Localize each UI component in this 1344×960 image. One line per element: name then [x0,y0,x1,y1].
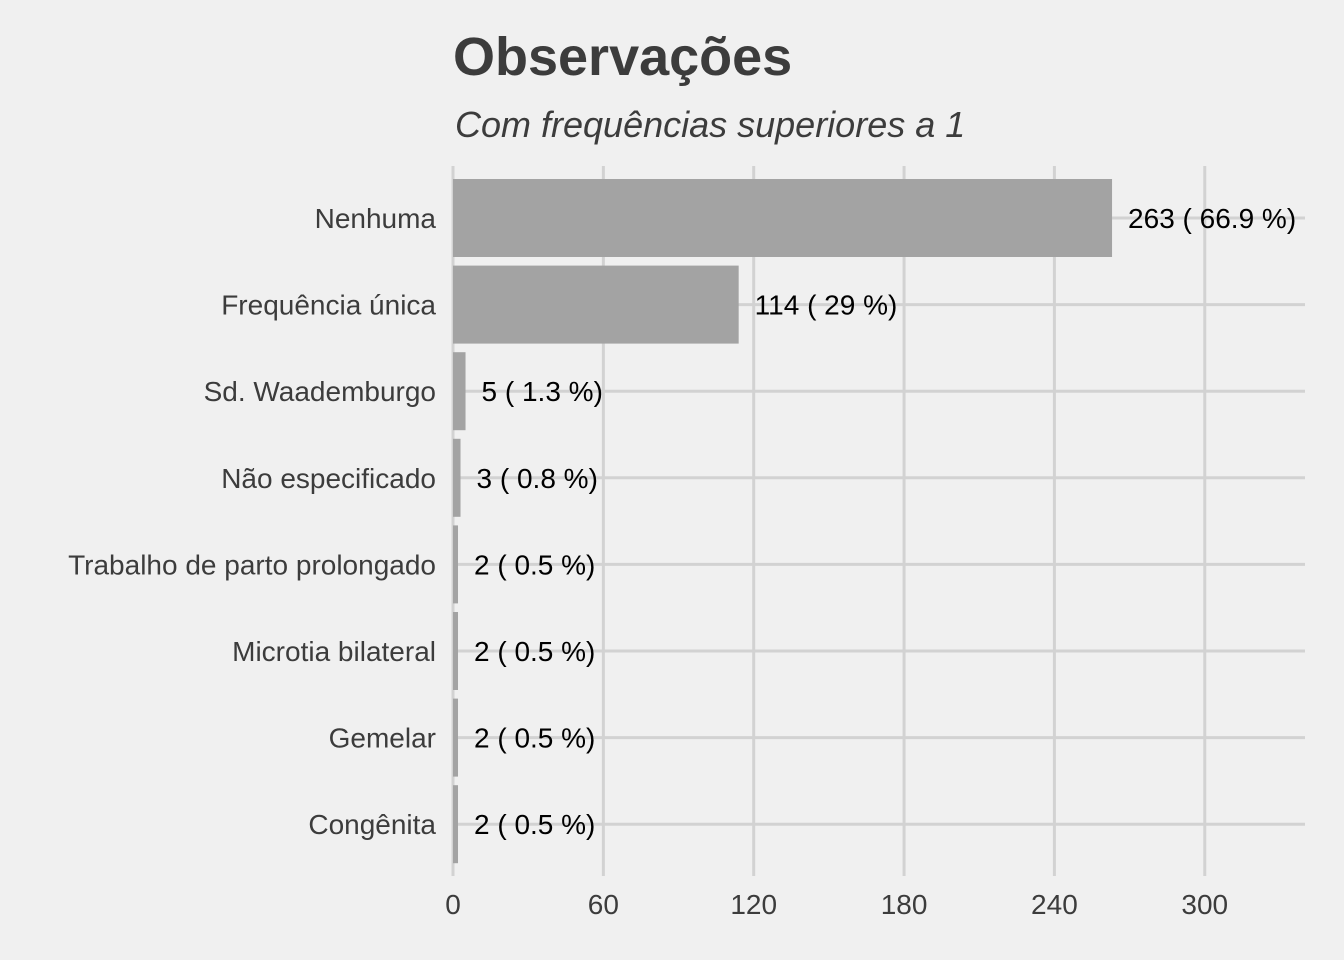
category-label: Microtia bilateral [232,636,436,667]
bars [453,179,1113,864]
data-labels: 263 ( 66.9 %) 114 ( 29 %) 5 ( 1.3 %) 3 ( 0.… [474,203,1296,840]
category-label: Congênita [308,809,436,840]
bar [453,352,466,431]
x-tick-label: 60 [588,889,619,920]
x-axis-ticks: 0 60 120 180 240 300 [445,889,1228,920]
category-label: Gemelar [329,723,436,754]
bar [453,265,739,344]
data-label: 2 ( 0.5 %) [474,549,595,580]
x-tick-label: 120 [730,889,777,920]
x-tick-label: 180 [881,889,928,920]
bar [453,438,461,517]
bar [453,525,459,604]
chart-subtitle: Com frequências superiores a 1 [455,104,966,145]
category-label: Nenhuma [315,203,437,234]
category-label: Não especificado [221,463,436,494]
data-label: 5 ( 1.3 %) [482,376,603,407]
category-label: Frequência única [221,290,436,321]
bar [453,698,459,777]
data-label: 114 ( 29 %) [755,290,898,321]
bar [453,612,459,690]
x-tick-label: 300 [1181,889,1228,920]
x-tick-label: 0 [445,889,461,920]
category-label: Sd. Waademburgo [204,376,436,407]
bar [453,179,1113,257]
data-label: 2 ( 0.5 %) [474,809,595,840]
chart-title: Observações [453,27,793,87]
data-label: 263 ( 66.9 %) [1128,203,1296,234]
data-label: 2 ( 0.5 %) [474,636,595,667]
bar [453,785,459,864]
x-tick-label: 240 [1031,889,1078,920]
data-label: 2 ( 0.5 %) [474,723,595,754]
data-label: 3 ( 0.8 %) [477,463,598,494]
category-labels: Nenhuma Frequência única Sd. Waademburgo Nã… [68,203,436,840]
category-label: Trabalho de parto prolongado [68,549,436,580]
